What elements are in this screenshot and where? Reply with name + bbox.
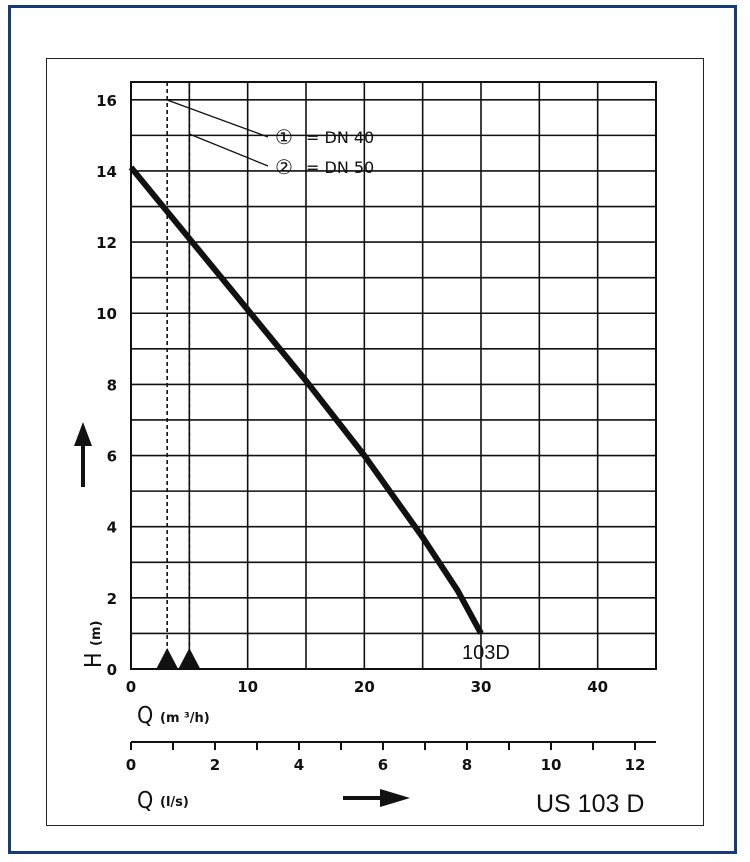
legend-item-2: ② = DN 50	[275, 155, 374, 179]
x-axis-secondary-label: Q	[137, 788, 153, 814]
y-tick-label: 16	[96, 92, 117, 110]
legend-leader-line	[189, 133, 269, 167]
x-secondary-tick-label: 4	[294, 756, 304, 774]
y-axis-unit: (m)	[89, 621, 104, 646]
reference-marker-triangle	[178, 648, 201, 669]
y-tick-label: 8	[107, 376, 117, 394]
labels: 103D US 103 D Q (m ³/h) Q (l/s) H (m) ① …	[81, 125, 644, 818]
y-tick-label: 6	[107, 448, 117, 466]
series-label: 103D	[462, 642, 510, 664]
legend-item-1: ① = DN 40	[275, 125, 374, 149]
x-secondary-tick-label: 12	[625, 756, 646, 774]
x-axis-primary-unit: (m ³/h)	[160, 711, 210, 726]
x-primary-tick-label: 40	[587, 678, 608, 696]
curve-layer	[128, 165, 484, 635]
x-secondary-tick-label: 6	[378, 756, 388, 774]
series-curve-103D	[128, 165, 484, 635]
y-tick-label: 10	[96, 305, 117, 323]
x-primary-tick-label: 20	[354, 678, 375, 696]
x-secondary-tick-label: 2	[210, 756, 220, 774]
legend-text-2: = DN 50	[306, 158, 374, 177]
y-tick-label: 0	[107, 661, 117, 679]
x-axis-primary-label: Q	[137, 703, 153, 729]
x-direction-arrow-head	[380, 789, 410, 807]
grid	[130, 81, 657, 670]
y-axis-title: H (m)	[81, 621, 107, 668]
y-tick-label: 14	[96, 163, 117, 181]
model-label: US 103 D	[536, 790, 644, 818]
x-primary-tick-label: 30	[471, 678, 492, 696]
chart-frame	[46, 58, 704, 826]
axes: 0 2 4 6 8 10 12 14 16 0 10 20 30 40 0 2 4 6 8 10 12	[74, 92, 656, 807]
x-secondary-tick-label: 8	[462, 756, 472, 774]
plot-border	[130, 81, 657, 670]
x-secondary-tick-label: 0	[126, 756, 136, 774]
y-tick-label: 4	[107, 519, 117, 537]
x-primary-tick-label: 0	[126, 678, 136, 696]
reference-marker-triangle	[156, 648, 179, 669]
outer-frame	[8, 5, 737, 854]
y-axis-label: H	[81, 652, 107, 668]
y-tick-label: 2	[107, 590, 117, 608]
legend-marker-2: ②	[275, 155, 293, 179]
legend-marker-1: ①	[275, 125, 293, 149]
x-primary-tick-label: 10	[237, 678, 258, 696]
x-axis-secondary-unit: (l/s)	[160, 795, 189, 810]
x-secondary-tick-label: 10	[541, 756, 562, 774]
reference-lines	[156, 82, 269, 669]
y-direction-arrow-head	[74, 422, 92, 446]
legend-text-1: = DN 40	[306, 128, 374, 147]
y-tick-label: 12	[96, 234, 117, 252]
legend-leader-line	[166, 99, 269, 138]
